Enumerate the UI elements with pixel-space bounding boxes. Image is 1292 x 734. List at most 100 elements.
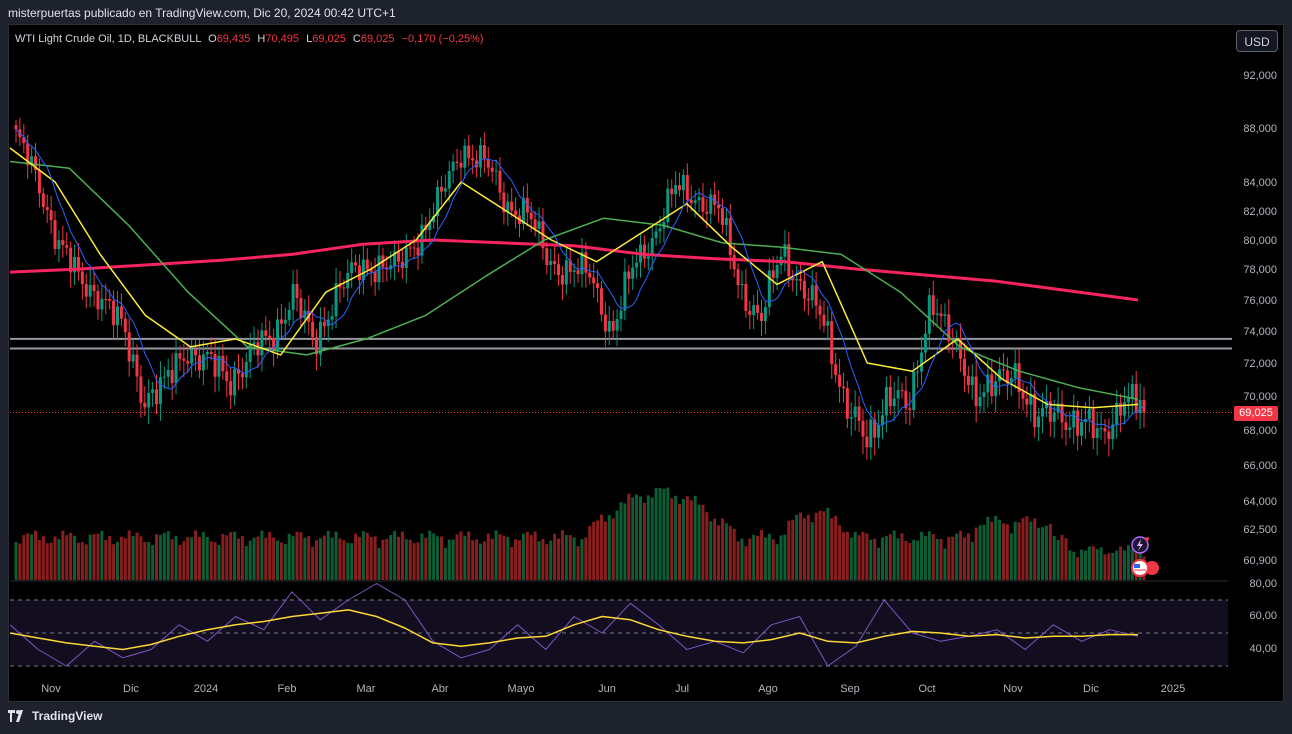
time-axis-tick: Jul xyxy=(675,683,689,695)
footer-brand[interactable]: TradingView xyxy=(8,709,102,723)
volume-bar xyxy=(400,531,404,580)
volume-bar xyxy=(178,545,182,580)
volume-bar xyxy=(724,523,728,580)
candle-body xyxy=(471,158,475,161)
candle-body xyxy=(857,406,861,421)
candle-body xyxy=(1041,408,1045,417)
volume-bar xyxy=(311,546,315,580)
candle-body xyxy=(139,376,143,403)
chart-area[interactable] xyxy=(8,24,1284,702)
volume-bar xyxy=(96,533,100,580)
candle-body xyxy=(357,265,361,281)
candle-body xyxy=(225,371,229,382)
candle-body xyxy=(845,388,849,419)
volume-bar xyxy=(931,534,935,580)
volume-bar xyxy=(631,497,635,580)
volume-bar xyxy=(939,538,943,580)
candle-body xyxy=(100,298,104,310)
volume-bar xyxy=(256,536,260,580)
candle-body xyxy=(724,217,728,225)
volume-bar xyxy=(463,535,467,580)
candle-body xyxy=(939,313,943,316)
volume-bar xyxy=(799,512,803,580)
volume-bar xyxy=(385,538,389,580)
volume-bar xyxy=(494,530,498,580)
legend-open: 69,435 xyxy=(216,33,251,45)
volume-bar xyxy=(18,543,22,580)
volume-bar xyxy=(1087,546,1091,580)
volume-bar xyxy=(57,539,61,580)
volume-bar xyxy=(1099,547,1103,580)
candle-body xyxy=(1107,431,1111,440)
volume-bar xyxy=(510,547,514,580)
volume-bar xyxy=(53,536,57,580)
volume-bar xyxy=(112,544,116,580)
xaxis-layer: Nov Dic 2024 Feb Mar Abr Mayo Jun Jul Ago Sep Oct No… xyxy=(41,683,1185,695)
volume-bar xyxy=(88,534,92,580)
symbol-legend[interactable]: WTI Light Crude Oil, 1D, BLACKBULL O69,4… xyxy=(15,33,484,45)
volume-bar xyxy=(681,498,685,580)
volume-bar xyxy=(209,541,213,580)
price-axis-tick: 76,000 xyxy=(1243,295,1277,307)
candle-body xyxy=(888,386,892,407)
time-axis-tick: Nov xyxy=(41,683,61,695)
time-axis-tick: Mayo xyxy=(508,683,535,695)
candle-body xyxy=(576,270,580,275)
candle-body xyxy=(826,321,830,326)
volume-bar xyxy=(326,530,330,580)
volume-bar xyxy=(416,542,420,580)
volume-bar xyxy=(291,536,295,580)
candle-body xyxy=(923,333,927,353)
volume-bar xyxy=(373,536,377,580)
volume-bar xyxy=(627,493,631,580)
volume-bar xyxy=(795,514,799,580)
rsi-axis-tick: 40,00 xyxy=(1249,643,1277,655)
volume-bar xyxy=(896,538,900,580)
candle-body xyxy=(1068,427,1072,430)
candle-body xyxy=(34,156,38,171)
volume-bar xyxy=(666,487,670,580)
volume-bar xyxy=(880,537,884,580)
candle-body xyxy=(853,406,857,418)
lightning-event-icon xyxy=(1131,536,1149,554)
volume-bar xyxy=(389,534,393,580)
candle-body xyxy=(635,262,639,268)
candle-body xyxy=(771,270,775,278)
volume-bar xyxy=(471,540,475,580)
candle-body xyxy=(194,349,198,356)
candle-body xyxy=(1080,421,1084,436)
candle-body xyxy=(584,252,588,273)
volume-bar xyxy=(455,534,459,580)
volume-bar xyxy=(537,541,541,580)
volume-bar xyxy=(943,548,947,580)
candle-body xyxy=(717,204,721,209)
volume-bar xyxy=(404,539,408,580)
volume-bar xyxy=(1126,545,1130,580)
candle-body xyxy=(900,390,904,392)
footer-brand-label: TradingView xyxy=(32,709,103,723)
price-axis-tick: 92,000 xyxy=(1243,70,1277,82)
price-axis-tick: 82,000 xyxy=(1243,206,1277,218)
candle-body xyxy=(1021,392,1025,399)
candle-body xyxy=(322,321,326,327)
volume-bar xyxy=(365,532,369,580)
candle-body xyxy=(26,143,30,166)
volume-bar xyxy=(155,534,159,580)
volume-bar xyxy=(342,540,346,580)
volume-bar xyxy=(935,538,939,580)
candle-body xyxy=(678,185,682,191)
volume-bar xyxy=(260,530,264,580)
volume-bar xyxy=(615,510,619,580)
volume-bar xyxy=(69,532,73,580)
volume-bar xyxy=(814,512,818,580)
candle-body xyxy=(1103,428,1107,432)
candle-body xyxy=(135,354,139,377)
volume-bar xyxy=(108,535,112,580)
currency-button[interactable]: USD xyxy=(1236,30,1278,52)
legend-open-label: O xyxy=(208,33,217,45)
time-axis-tick: Nov xyxy=(1003,683,1023,695)
candle-body xyxy=(615,318,619,331)
volume-bar xyxy=(34,530,38,580)
volume-bar xyxy=(877,547,881,580)
